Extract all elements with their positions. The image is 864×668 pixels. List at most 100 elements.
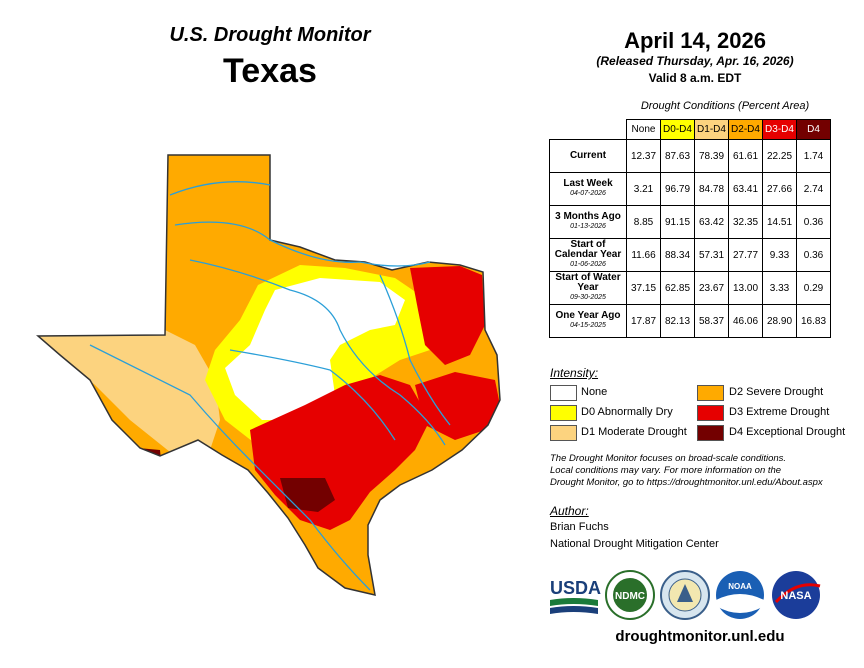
table-cell: 28.90: [762, 304, 797, 338]
table-cell: 84.78: [694, 172, 729, 206]
canadian-river: [169, 181, 271, 196]
note-line-1: The Drought Monitor focuses on broad-sca…: [550, 453, 787, 464]
author-name: Brian Fuchs: [550, 521, 609, 533]
partner-logos: USDA NDMC NOAA NASA: [550, 570, 821, 620]
table-cell: 91.15: [660, 205, 695, 239]
table-cell: 57.31: [694, 238, 729, 272]
texas-drought-map: [36, 154, 501, 596]
table-cell: 22.25: [762, 139, 797, 173]
note-line-3[interactable]: Drought Monitor, go to https://droughtmo…: [550, 477, 823, 488]
legend-label-d1: D1 Moderate Drought: [581, 426, 687, 438]
table-row: 3 Months Ago 01-13-2026 8.85 91.15 63.42 32.3…: [549, 205, 831, 239]
table-cell: 2.74: [796, 172, 831, 206]
row-date: 09-30-2025: [570, 294, 606, 301]
table-cell: 37.15: [626, 271, 661, 305]
colorado-river: [229, 349, 396, 441]
table-cell: 17.87: [626, 304, 661, 338]
ndmc-logo: NDMC: [605, 570, 655, 620]
col-header-d2-d4: D2-D4: [728, 119, 763, 140]
website-link[interactable]: droughtmonitor.unl.edu: [615, 628, 785, 645]
row-label-text: Current: [569, 150, 607, 161]
row-date: 01-06-2026: [570, 261, 606, 268]
row-label: Start of Calendar Year 01-06-2026: [549, 238, 627, 272]
rivers: [89, 181, 451, 591]
row-label: 3 Months Ago 01-13-2026: [549, 205, 627, 239]
table-row: Last Week 04-07-2026 3.21 96.79 84.78 63.41 27…: [549, 172, 831, 206]
map-title: U.S. Drought Monitor: [169, 24, 371, 46]
table-cell: 62.85: [660, 271, 695, 305]
table-row: Start of Water Year 09-30-2025 37.15 62.85 2…: [549, 271, 831, 305]
legend-swatch-d4: [697, 425, 724, 441]
table-cell: 0.36: [796, 205, 831, 239]
noaa-logo: NOAA: [716, 571, 764, 619]
legend-label-d4: D4 Exceptional Drought: [729, 426, 846, 438]
row-label: One Year Ago 04-15-2025: [549, 304, 627, 338]
table-cell: 46.06: [728, 304, 763, 338]
map-date: April 14, 2026: [624, 28, 766, 53]
row-date: 04-15-2025: [570, 322, 606, 329]
table-cell: 61.61: [728, 139, 763, 173]
valid-time: Valid 8 a.m. EDT: [648, 71, 742, 85]
legend-swatch-d1: [550, 425, 577, 441]
legend-label-none: None: [581, 386, 608, 398]
table-cell: 63.42: [694, 205, 729, 239]
table-cell: 14.51: [762, 205, 797, 239]
row-label-text: 3 Months Ago: [555, 211, 621, 222]
row-label-text: One Year Ago: [555, 310, 621, 321]
row-label-text: Last Week: [563, 178, 613, 189]
col-header-none: None: [626, 119, 661, 140]
legend-label-d2: D2 Severe Drought: [729, 386, 824, 398]
table-cell: 12.37: [626, 139, 661, 173]
col-header-d3-d4: D3-D4: [762, 119, 797, 140]
brazos-river: [189, 259, 446, 446]
table-cell: 63.41: [728, 172, 763, 206]
row-date: 04-07-2026: [570, 190, 606, 197]
table-cell: 1.74: [796, 139, 831, 173]
table-cell: 78.39: [694, 139, 729, 173]
legend-label-d3: D3 Extreme Drought: [729, 406, 830, 418]
table-cell: 3.33: [762, 271, 797, 305]
red-river: [174, 221, 431, 267]
table-cell: 8.85: [626, 205, 661, 239]
d3-northeast-region: [410, 266, 485, 365]
row-label: Start of Water Year 09-30-2025: [549, 271, 627, 305]
table-row: Current 12.37 87.63 78.39 61.61 22.25 1.74: [549, 139, 831, 173]
nasa-logo: NASA: [772, 571, 821, 619]
author-org: National Drought Mitigation Center: [550, 538, 719, 550]
row-label: Last Week 04-07-2026: [549, 172, 627, 206]
rio-grande: [89, 344, 371, 591]
usda-logo-text: USDA: [550, 578, 601, 598]
legend-swatch-d3: [697, 405, 724, 421]
table-cell: 0.36: [796, 238, 831, 272]
author-heading: Author:: [550, 504, 589, 518]
header-blank-cell: [550, 120, 627, 140]
legend-label-d0: D0 Abnormally Dry: [581, 406, 673, 418]
usda-logo: USDA: [550, 578, 601, 614]
note-line-2: Local conditions may vary. For more info…: [550, 465, 782, 476]
legend-swatch-none: [550, 385, 577, 401]
drought-conditions-table: None D0-D4 D1-D4 D2-D4 D3-D4 D4 Current 1…: [549, 119, 831, 338]
col-header-d4: D4: [796, 119, 831, 140]
release-date: (Released Thursday, Apr. 16, 2026): [596, 54, 794, 68]
table-header-row: None D0-D4 D1-D4 D2-D4 D3-D4 D4: [550, 119, 831, 140]
table-cell: 58.37: [694, 304, 729, 338]
col-header-d1-d4: D1-D4: [694, 119, 729, 140]
table-cell: 27.66: [762, 172, 797, 206]
usace-seal-logo: [660, 570, 710, 620]
noaa-logo-text: NOAA: [728, 582, 752, 591]
table-cell: 16.83: [796, 304, 831, 338]
table-cell: 27.77: [728, 238, 763, 272]
table-cell: 82.13: [660, 304, 695, 338]
table-cell: 87.63: [660, 139, 695, 173]
row-label-text: Start of Calendar Year: [554, 239, 622, 260]
disclaimer-note: The Drought Monitor focuses on broad-sca…: [550, 453, 850, 489]
texas-outline: [36, 154, 501, 596]
row-label-text: Start of Water Year: [555, 272, 621, 293]
table-cell: 9.33: [762, 238, 797, 272]
row-label: Current: [549, 139, 627, 173]
trinity-river: [379, 274, 451, 426]
table-cell: 96.79: [660, 172, 695, 206]
legend-swatch-d2: [697, 385, 724, 401]
legend-title: Intensity:: [550, 366, 599, 380]
legend-swatch-d0: [550, 405, 577, 421]
